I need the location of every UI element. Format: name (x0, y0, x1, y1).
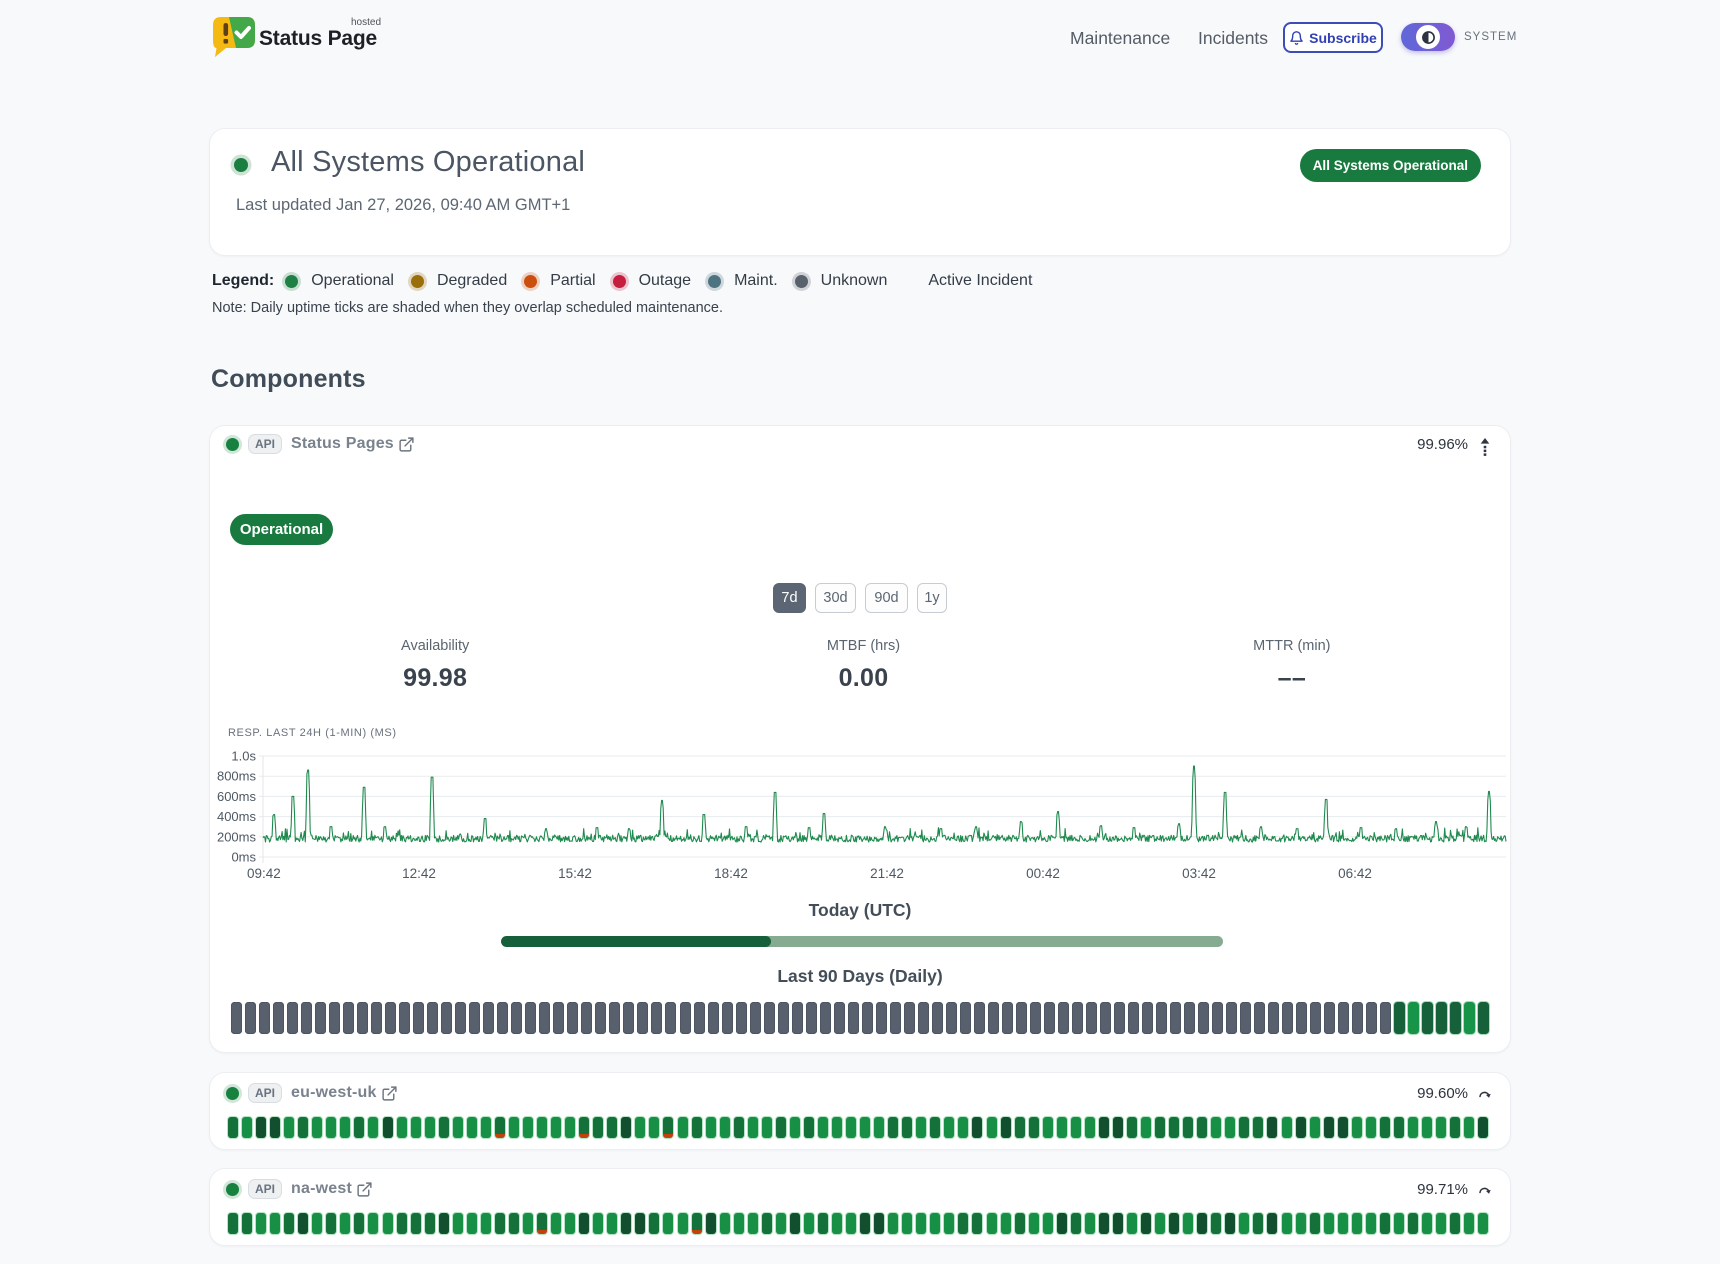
svg-text:21:42: 21:42 (870, 866, 904, 881)
svg-text:600ms: 600ms (217, 789, 257, 804)
svg-text:00:42: 00:42 (1026, 866, 1060, 881)
svg-text:1.0s: 1.0s (231, 749, 256, 764)
svg-text:200ms: 200ms (217, 829, 257, 844)
svg-text:06:42: 06:42 (1338, 866, 1372, 881)
svg-text:15:42: 15:42 (558, 866, 592, 881)
svg-text:18:42: 18:42 (714, 866, 748, 881)
svg-text:0ms: 0ms (231, 850, 256, 865)
svg-text:12:42: 12:42 (402, 866, 436, 881)
svg-text:800ms: 800ms (217, 769, 257, 784)
svg-text:400ms: 400ms (217, 809, 257, 824)
svg-text:03:42: 03:42 (1182, 866, 1216, 881)
svg-text:09:42: 09:42 (247, 866, 281, 881)
